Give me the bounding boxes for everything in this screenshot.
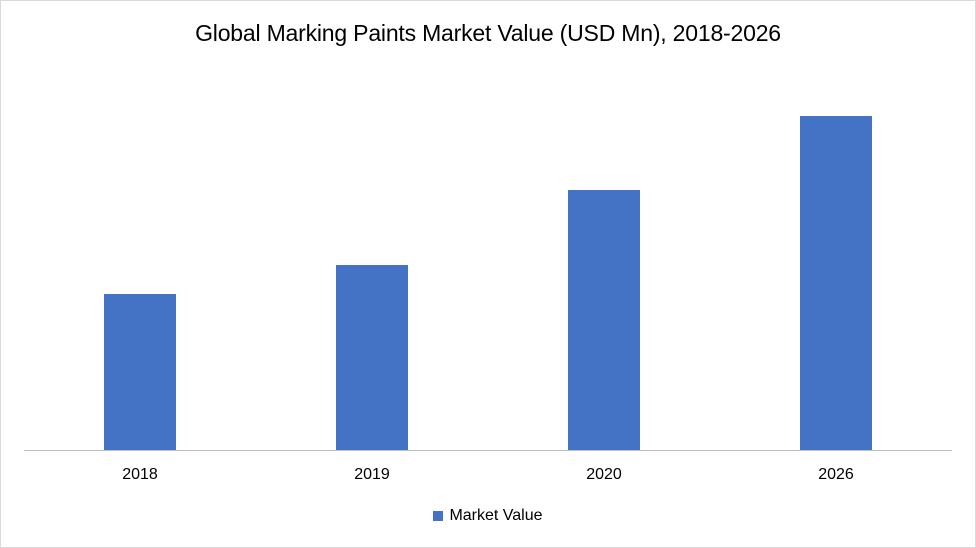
x-tick-label-2026: 2026 xyxy=(818,466,854,483)
bar-2019 xyxy=(336,265,408,450)
legend-swatch-market-value xyxy=(433,511,444,521)
bar-2020 xyxy=(568,190,640,450)
chart-title: Global Marking Paints Market Value (USD … xyxy=(195,20,781,46)
bar-2018 xyxy=(104,294,176,450)
x-axis-line xyxy=(24,450,952,451)
x-tick-label-2018: 2018 xyxy=(122,466,158,483)
legend: Market Value xyxy=(0,507,976,525)
legend-label: Market Value xyxy=(449,507,543,524)
x-tick-label-2020: 2020 xyxy=(586,466,622,483)
bar-2026 xyxy=(800,116,872,450)
x-tick-label-2019: 2019 xyxy=(354,466,390,483)
